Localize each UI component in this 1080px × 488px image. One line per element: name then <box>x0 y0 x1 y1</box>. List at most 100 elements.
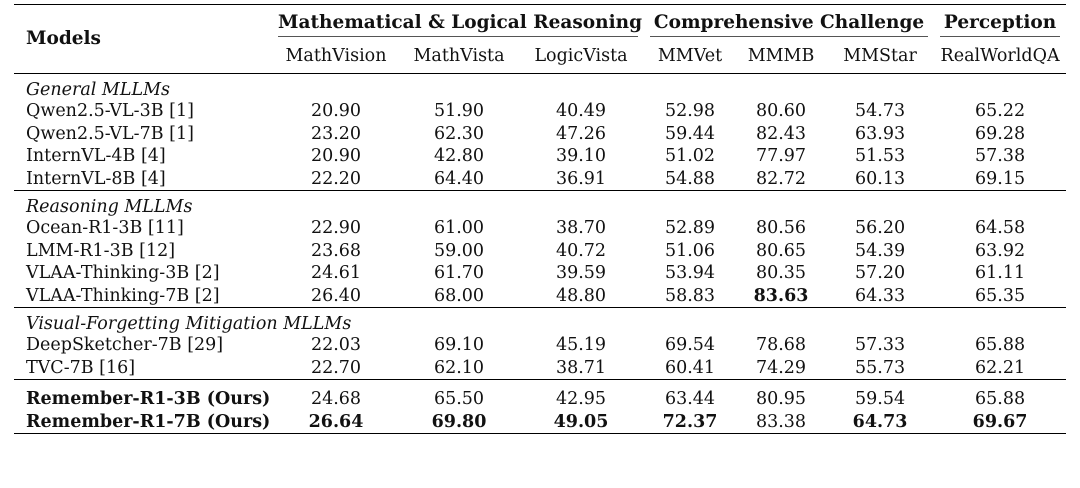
score-cell: 80.56 <box>755 218 807 239</box>
model-name: Qwen2.5-VL-3B [1] <box>26 101 194 122</box>
table-row: InternVL-8B [4] 22.20 64.40 36.91 54.88 82.72… <box>14 168 1066 191</box>
section-label: General MLLMs <box>14 73 1067 100</box>
model-name: InternVL-4B [4] <box>26 146 166 167</box>
score-cell: 58.83 <box>664 285 716 306</box>
score-cell: 22.03 <box>310 335 362 356</box>
score-cell: 26.64 <box>272 410 400 434</box>
model-name: VLAA-Thinking-3B [2] <box>26 263 220 284</box>
score-cell: 62.10 <box>433 357 485 378</box>
section-label-row: General MLLMs <box>14 73 1067 100</box>
group-header-label: Comprehensive Challenge <box>650 12 929 37</box>
score-cell: 54.39 <box>854 240 906 261</box>
score-cell: 40.49 <box>555 101 607 122</box>
group-header-row: Models Mathematical & Logical Reasoning … <box>14 4 1067 74</box>
score-cell: 42.80 <box>433 146 485 167</box>
score-cell: 57.33 <box>854 335 906 356</box>
group-header-perception: Perception <box>934 4 1067 39</box>
column-header: MathVista <box>413 46 505 66</box>
table-row: DeepSketcher-7B [29] 22.03 69.10 45.19 69.54… <box>14 334 1066 357</box>
score-cell: 39.59 <box>555 263 607 284</box>
score-cell: 57.38 <box>975 146 1026 167</box>
model-name: VLAA-Thinking-7B [2] <box>26 285 220 306</box>
column-header: RealWorldQA <box>940 46 1060 66</box>
score-cell: 63.93 <box>854 123 906 144</box>
score-cell: 69.54 <box>664 335 716 356</box>
score-cell: 22.90 <box>310 218 362 239</box>
score-cell: 51.06 <box>664 240 716 261</box>
score-cell: 74.29 <box>755 357 807 378</box>
score-cell: 52.98 <box>664 101 716 122</box>
score-cell: 77.97 <box>755 146 807 167</box>
score-cell: 38.70 <box>555 218 607 239</box>
score-cell: 36.91 <box>555 168 607 189</box>
score-cell: 65.88 <box>975 389 1026 410</box>
score-cell: 69.67 <box>934 410 1067 434</box>
table-row: Qwen2.5-VL-3B [1] 20.90 51.90 40.49 52.98 80.… <box>14 100 1066 123</box>
score-cell: 65.22 <box>975 101 1026 122</box>
score-cell: 64.58 <box>975 218 1026 239</box>
score-cell: 51.02 <box>664 146 716 167</box>
score-cell: 51.90 <box>433 101 485 122</box>
score-cell: 59.54 <box>854 389 906 410</box>
score-cell: 69.28 <box>975 123 1026 144</box>
ours-row: Remember-R1-7B (Ours) 26.64 69.80 49.05 72.3… <box>14 410 1067 434</box>
group-header-math-logic: Mathematical & Logical Reasoning <box>272 4 645 39</box>
group-header-comprehensive: Comprehensive Challenge <box>644 4 935 39</box>
score-cell: 59.44 <box>664 123 716 144</box>
group-header-label: Perception <box>940 12 1061 37</box>
score-cell: 63.44 <box>664 389 716 410</box>
results-table: Models Mathematical & Logical Reasoning … <box>14 4 1067 434</box>
score-cell: 42.95 <box>555 389 607 410</box>
score-cell: 47.26 <box>555 123 607 144</box>
score-cell: 68.00 <box>433 285 485 306</box>
table-row: Qwen2.5-VL-7B [1] 23.20 62.30 47.26 59.44 82.… <box>14 123 1066 146</box>
score-cell: 65.88 <box>975 335 1026 356</box>
score-cell: 49.05 <box>518 410 645 434</box>
model-name: Ocean-R1-3B [11] <box>26 218 184 239</box>
model-name: DeepSketcher-7B [29] <box>26 335 224 356</box>
score-cell: 48.80 <box>555 285 607 306</box>
score-cell: 62.21 <box>975 357 1026 378</box>
score-cell: 61.70 <box>433 263 485 284</box>
score-cell: 60.13 <box>854 168 906 189</box>
table-row: LMM-R1-3B [12] 23.68 59.00 40.72 51.06 80.65 5… <box>14 240 1066 263</box>
score-cell: 64.33 <box>854 285 906 306</box>
score-cell: 65.35 <box>975 285 1026 306</box>
divider-row <box>14 379 1067 388</box>
score-cell: 69.15 <box>975 168 1026 189</box>
score-cell: 20.90 <box>310 146 362 167</box>
score-cell: 39.10 <box>555 146 607 167</box>
table-row: TVC-7B [16] 22.70 62.10 38.71 60.41 74.29 55.7… <box>14 357 1066 380</box>
score-cell: 54.88 <box>664 168 716 189</box>
column-header: MMMB <box>747 46 815 66</box>
section-label-row: Visual-Forgetting Mitigation MLLMs <box>14 307 1067 334</box>
table-row: VLAA-Thinking-7B [2] 26.40 68.00 48.80 58.83… <box>14 285 1066 308</box>
score-cell: 61.00 <box>433 218 485 239</box>
column-header: MathVision <box>285 46 387 66</box>
score-cell: 62.30 <box>433 123 485 144</box>
score-cell: 59.00 <box>433 240 485 261</box>
score-cell: 64.40 <box>433 168 485 189</box>
score-cell: 64.73 <box>826 410 935 434</box>
table-row: Ocean-R1-3B [11] 22.90 61.00 38.70 52.89 80.5… <box>14 217 1066 240</box>
model-name: Remember-R1-3B (Ours) <box>26 389 271 410</box>
section-label-row: Reasoning MLLMs <box>14 190 1067 217</box>
score-cell: 60.41 <box>664 357 716 378</box>
score-cell: 57.20 <box>854 263 906 284</box>
score-cell: 45.19 <box>555 335 607 356</box>
score-cell: 56.20 <box>854 218 906 239</box>
model-name: InternVL-8B [4] <box>26 168 166 189</box>
section-label: Visual-Forgetting Mitigation MLLMs <box>14 307 1067 334</box>
score-cell: 63.92 <box>975 240 1026 261</box>
model-name: Qwen2.5-VL-7B [1] <box>26 123 194 144</box>
score-cell: 23.68 <box>310 240 362 261</box>
section-label: Reasoning MLLMs <box>14 190 1067 217</box>
score-cell: 26.40 <box>310 285 362 306</box>
score-cell: 20.90 <box>310 101 362 122</box>
table-row: VLAA-Thinking-3B [2] 24.61 61.70 39.59 53.94… <box>14 262 1066 285</box>
column-header: MMVet <box>657 46 723 66</box>
score-cell: 72.37 <box>644 410 737 434</box>
table-row: InternVL-4B [4] 20.90 42.80 39.10 51.02 77.97… <box>14 145 1066 168</box>
score-cell: 80.35 <box>755 263 807 284</box>
